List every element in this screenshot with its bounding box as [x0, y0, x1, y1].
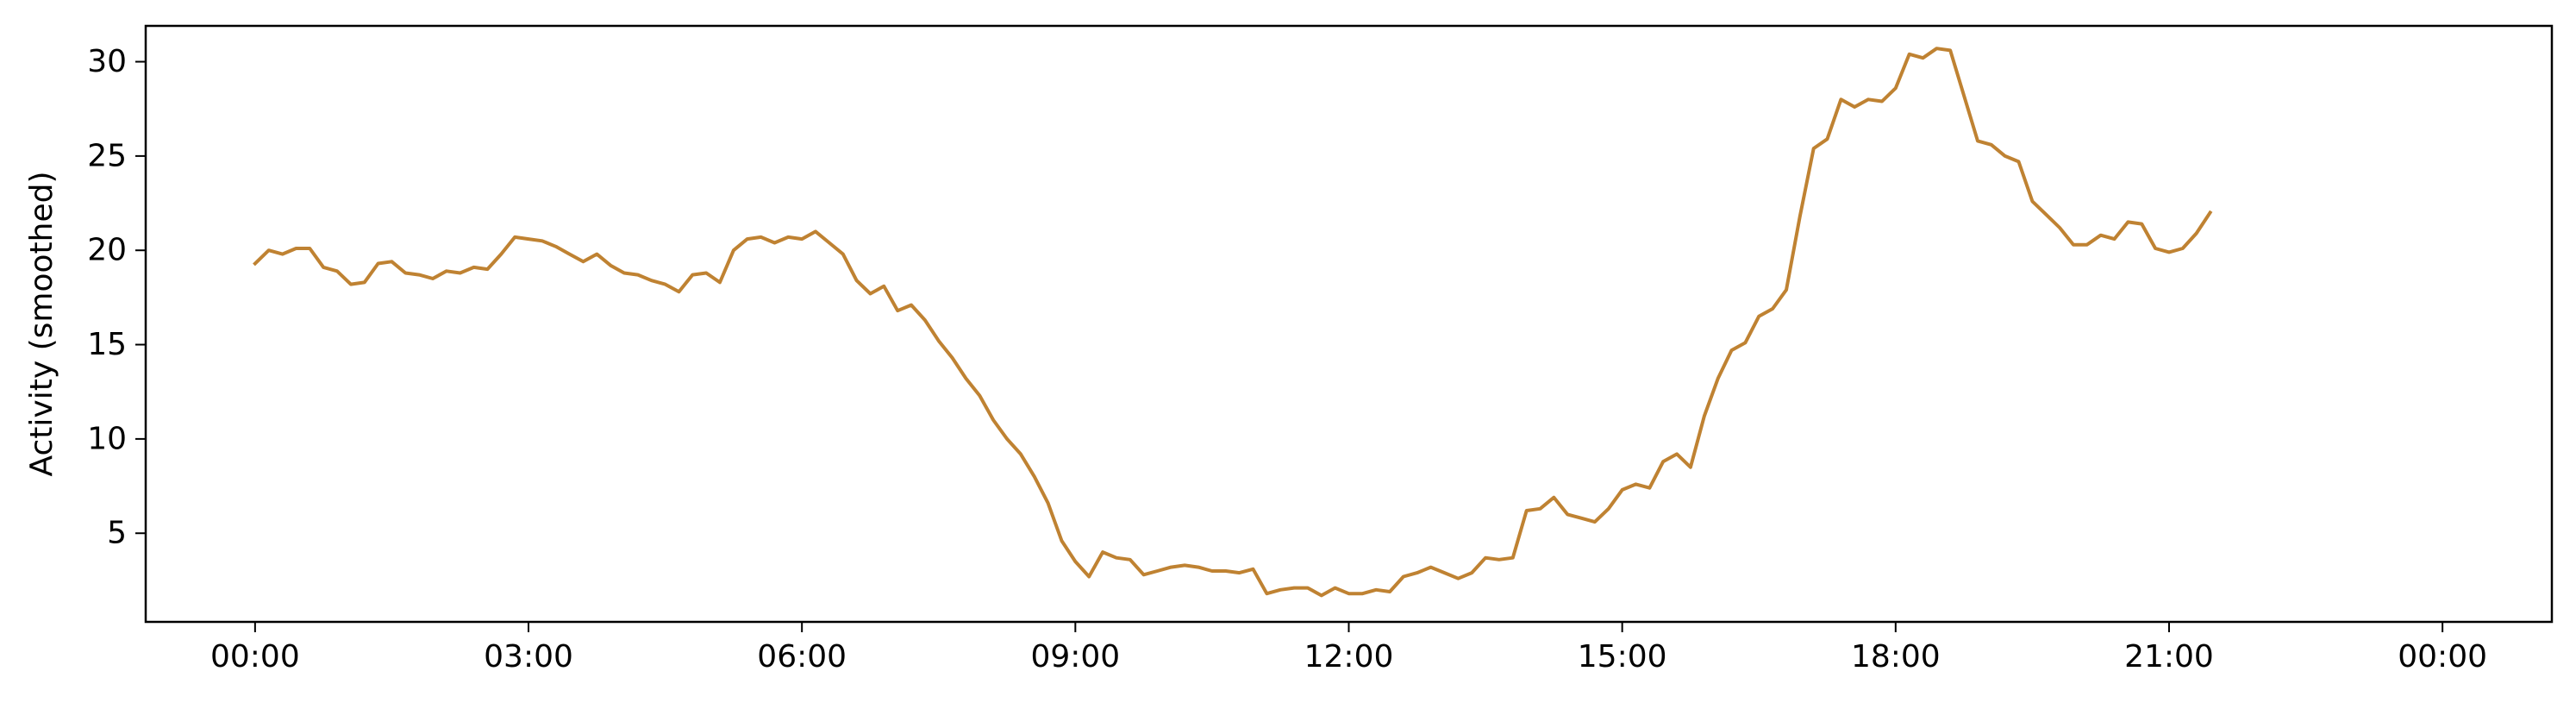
x-tick-label: 21:00 — [2124, 639, 2214, 674]
x-axis-ticks: 00:00 03:00 06:00 09:00 12:00 15:00 18:00 21:00… — [210, 622, 2487, 674]
y-tick-label: 20 — [87, 233, 127, 268]
x-tick-label: 06:00 — [757, 639, 847, 674]
y-tick-label: 25 — [87, 138, 127, 173]
x-tick-label: 12:00 — [1304, 639, 1394, 674]
x-tick-label: 09:00 — [1030, 639, 1120, 674]
y-tick-label: 15 — [87, 327, 127, 362]
y-axis-label: Activity (smoothed) — [24, 172, 59, 477]
x-tick-label: 00:00 — [210, 639, 300, 674]
activity-series-line — [253, 47, 2213, 598]
y-tick-label: 30 — [87, 44, 127, 79]
x-tick-label: 15:00 — [1578, 639, 1667, 674]
x-tick-label: 00:00 — [2398, 639, 2487, 674]
plot-frame — [144, 24, 2554, 624]
y-axis-ticks: 5 10 15 20 25 30 — [87, 44, 146, 551]
x-tick-label: 18:00 — [1851, 639, 1941, 674]
y-tick-label: 10 — [87, 421, 127, 456]
y-tick-label: 5 — [107, 516, 127, 551]
x-tick-label: 03:00 — [484, 639, 573, 674]
